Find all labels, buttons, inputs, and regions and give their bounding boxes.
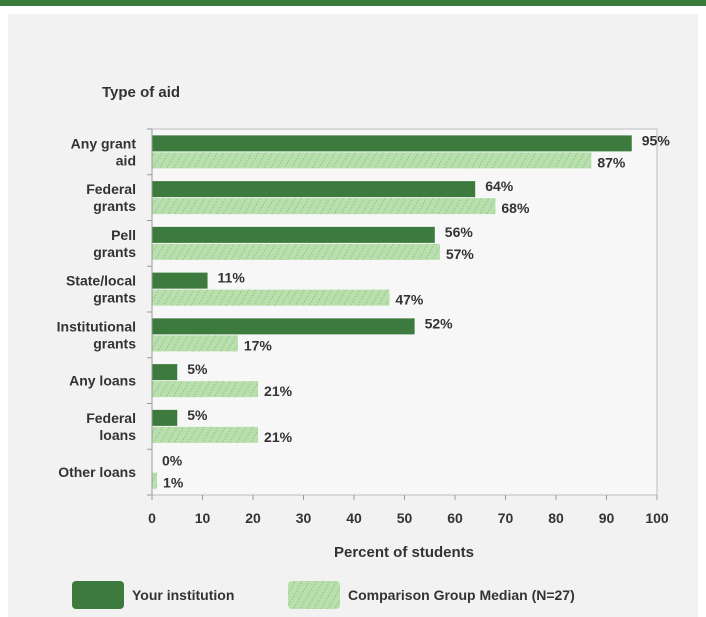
data-label-comparison-median: 1% xyxy=(163,475,184,491)
data-label-comparison-median: 47% xyxy=(395,292,424,308)
bar-comparison-median xyxy=(152,152,592,169)
data-label-comparison-median: 17% xyxy=(244,337,273,353)
data-label-your-institution: 95% xyxy=(642,132,671,148)
bar-comparison-median xyxy=(152,381,259,398)
category-label: Any loans xyxy=(69,373,136,389)
x-tick-label: 0 xyxy=(148,510,156,526)
header-bar xyxy=(0,0,706,6)
x-tick-label: 50 xyxy=(397,510,413,526)
data-label-your-institution: 0% xyxy=(162,453,183,469)
category-label: Pell xyxy=(111,227,136,243)
data-label-comparison-median: 21% xyxy=(264,383,293,399)
bars: 95% 64% 56% 11% 52% 5% 5% 0% 87% 68% 57% 47% 17% 21% 2… xyxy=(152,132,671,491)
x-tick-label: 30 xyxy=(296,510,312,526)
bar-comparison-median xyxy=(152,335,238,352)
data-label-your-institution: 5% xyxy=(187,361,208,377)
bar-comparison-median xyxy=(152,198,496,215)
data-label-comparison-median: 87% xyxy=(597,154,626,170)
data-label-your-institution: 56% xyxy=(445,224,474,240)
category-label: Any grant xyxy=(71,135,137,151)
category-label: Institutional xyxy=(57,318,136,334)
bar-your-institution xyxy=(152,135,632,152)
x-tick-label: 20 xyxy=(245,510,261,526)
data-label-comparison-median: 68% xyxy=(501,200,530,216)
bar-your-institution xyxy=(152,364,178,381)
bar-your-institution xyxy=(152,226,435,243)
bar-comparison-median xyxy=(152,426,259,443)
x-tick-label: 60 xyxy=(447,510,463,526)
x-axis-label: Percent of students xyxy=(334,544,474,561)
bar-your-institution xyxy=(152,409,178,426)
category-labels: Any grantaidFederalgrantsPellgrantsState… xyxy=(57,135,137,480)
bar-comparison-median xyxy=(152,243,440,260)
legend-label-comparison: Comparison Group Median (N=27) xyxy=(348,587,575,603)
bar-comparison-median xyxy=(152,472,158,489)
category-label: grants xyxy=(93,335,136,351)
data-label-your-institution: 11% xyxy=(218,270,246,286)
bar-your-institution xyxy=(152,272,208,289)
axes xyxy=(147,128,658,500)
category-label: grants xyxy=(93,244,136,260)
legend-swatch-your-institution xyxy=(72,581,124,609)
chart-title: Type of aid xyxy=(102,84,180,101)
category-label: loans xyxy=(99,427,136,443)
category-label: State/local xyxy=(66,273,136,289)
x-tick-label: 80 xyxy=(548,510,564,526)
x-tick-label: 90 xyxy=(599,510,615,526)
data-label-comparison-median: 57% xyxy=(446,246,475,262)
bar-your-institution xyxy=(152,181,476,198)
x-tick-labels: 0 10 20 30 40 50 60 70 80 90 100 xyxy=(148,510,669,526)
legend-swatch-comparison xyxy=(288,581,340,609)
bar-your-institution xyxy=(152,318,415,335)
bar-comparison-median xyxy=(152,289,390,306)
category-label: aid xyxy=(116,152,136,168)
legend: Your institution Comparison Group Median… xyxy=(72,581,575,609)
data-label-your-institution: 52% xyxy=(425,315,454,331)
x-tick-label: 70 xyxy=(498,510,514,526)
x-tick-label: 10 xyxy=(195,510,211,526)
category-label: Federal xyxy=(86,410,136,426)
category-label: Federal xyxy=(86,181,136,197)
legend-label-your-institution: Your institution xyxy=(132,587,234,603)
data-label-your-institution: 64% xyxy=(485,178,514,194)
x-tick-label: 100 xyxy=(645,510,669,526)
data-label-comparison-median: 21% xyxy=(264,429,293,445)
category-label: grants xyxy=(93,198,136,214)
x-tick-label: 40 xyxy=(346,510,362,526)
data-label-your-institution: 5% xyxy=(187,407,208,423)
category-label: Other loans xyxy=(58,464,136,480)
category-label: grants xyxy=(93,290,136,306)
